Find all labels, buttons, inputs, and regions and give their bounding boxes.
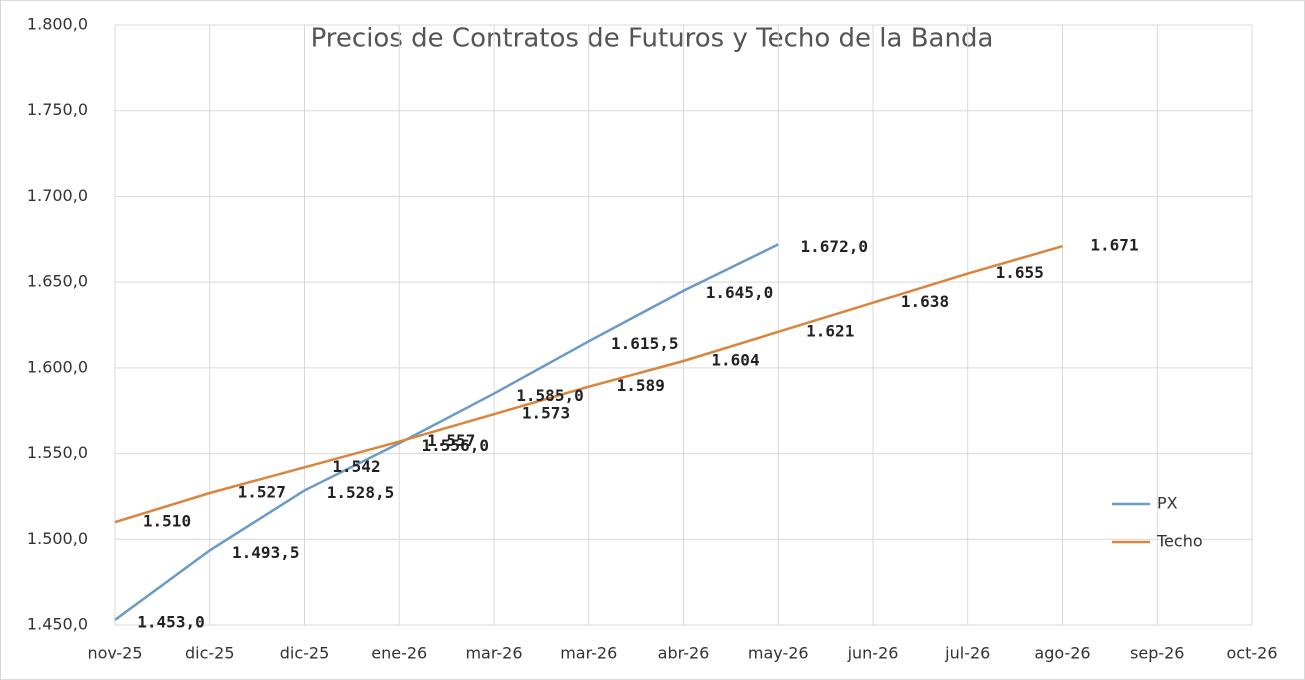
x-tick-label: sep-26 bbox=[1130, 644, 1184, 663]
x-tick-label: abr-26 bbox=[658, 644, 710, 663]
y-tick-label: 1.650,0 bbox=[27, 272, 88, 291]
x-tick-label: mar-26 bbox=[560, 644, 617, 663]
y-tick-label: 1.700,0 bbox=[27, 186, 88, 205]
data-label: 1.671 bbox=[1090, 236, 1138, 255]
y-tick-label: 1.800,0 bbox=[27, 15, 88, 34]
x-tick-label: mar-26 bbox=[465, 644, 522, 663]
data-label: 1.655 bbox=[996, 263, 1044, 282]
data-label: 1.621 bbox=[806, 321, 854, 340]
y-tick-label: 1.450,0 bbox=[27, 615, 88, 634]
series-line bbox=[114, 243, 779, 621]
data-label: 1.604 bbox=[711, 351, 759, 370]
x-tick-label: oct-26 bbox=[1227, 644, 1278, 663]
y-tick-label: 1.500,0 bbox=[27, 529, 88, 548]
chart-title: Precios de Contratos de Futuros y Techo … bbox=[311, 24, 994, 54]
y-tick-label: 1.750,0 bbox=[27, 100, 88, 119]
data-label: 1.672,0 bbox=[801, 237, 868, 256]
legend-label: PX bbox=[1157, 494, 1178, 513]
x-tick-label: jul-26 bbox=[944, 644, 990, 663]
x-tick-label: may-26 bbox=[748, 644, 809, 663]
x-tick-label: ago-26 bbox=[1034, 644, 1090, 663]
data-label: 1.615,5 bbox=[611, 334, 678, 353]
data-label: 1.542 bbox=[332, 457, 380, 476]
x-tick-label: dic-25 bbox=[280, 644, 330, 663]
x-tick-label: dic-25 bbox=[185, 644, 235, 663]
y-tick-label: 1.550,0 bbox=[27, 443, 88, 462]
data-label: 1.510 bbox=[143, 512, 191, 531]
data-label: 1.638 bbox=[901, 292, 949, 311]
data-label: 1.557 bbox=[427, 431, 475, 450]
data-label: 1.493,5 bbox=[232, 543, 299, 562]
legend-label: Techo bbox=[1156, 532, 1203, 551]
y-tick-label: 1.600,0 bbox=[27, 357, 88, 376]
data-label: 1.589 bbox=[617, 376, 665, 395]
data-label: 1.645,0 bbox=[706, 283, 773, 302]
data-label: 1.453,0 bbox=[137, 612, 204, 631]
data-label: 1.585,0 bbox=[516, 386, 583, 405]
data-label: 1.527 bbox=[238, 483, 286, 502]
data-label: 1.556,0 bbox=[422, 436, 489, 455]
series-line bbox=[114, 244, 1063, 524]
x-tick-label: jun-26 bbox=[847, 644, 899, 663]
x-tick-label: nov-25 bbox=[87, 644, 142, 663]
data-label: 1.573 bbox=[522, 404, 570, 423]
data-label: 1.528,5 bbox=[327, 483, 394, 502]
x-tick-label: ene-26 bbox=[371, 644, 427, 663]
